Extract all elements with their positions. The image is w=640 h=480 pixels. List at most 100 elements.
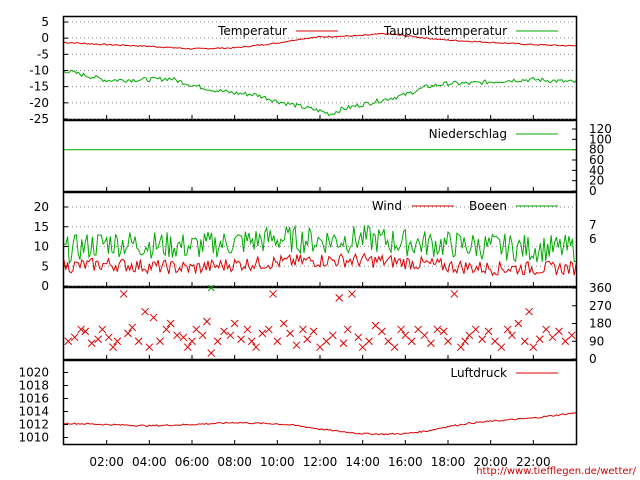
winddir-point (198, 331, 207, 340)
winddir-point (286, 329, 294, 338)
y-tick-label-right: 80 (589, 143, 604, 157)
series-line-wind (63, 252, 577, 277)
winddir-point (149, 313, 158, 322)
y-tick-label: 1014 (18, 405, 49, 419)
winddir-point (220, 327, 228, 336)
winddir-point (328, 331, 337, 340)
winddir-point (87, 339, 96, 348)
winddir-point (134, 337, 143, 346)
winddir-point (339, 339, 348, 348)
winddir-point (471, 325, 480, 334)
winddir-point (535, 335, 544, 344)
winddir-point (188, 337, 196, 346)
winddir-point (384, 337, 393, 346)
winddir-point (70, 333, 79, 342)
winddir-point (292, 341, 301, 350)
winddir-point (508, 331, 516, 340)
series-line-taupunkt (63, 69, 577, 117)
panel-winddir-frame (62, 286, 578, 361)
winddir-point (491, 337, 499, 346)
winddir-point (81, 327, 90, 336)
winddir-point (461, 337, 469, 346)
winddir-point (252, 343, 260, 352)
legend-temperatur-label: Temperatur (217, 24, 287, 38)
y-tick-label-right: 0 (589, 352, 597, 366)
winddir-point (390, 343, 399, 352)
winddir-point (279, 319, 288, 328)
winddir-point (226, 331, 235, 340)
y-tick-label: -5 (37, 47, 49, 61)
footer-url: http://www.tiefflegen.de/wetter/ (476, 466, 636, 477)
winddir-point (213, 337, 222, 346)
y-tick-label: 20 (34, 200, 49, 214)
x-tick-label: 14:00 (345, 455, 380, 469)
x-tick-label: 08:00 (217, 455, 252, 469)
winddir-point (264, 325, 273, 334)
winddir-point (503, 325, 512, 334)
winddir-point (525, 307, 533, 316)
winddir-point (497, 343, 506, 352)
winddir-point (124, 329, 132, 338)
x-tick-label: 04:00 (132, 455, 167, 469)
series-line-luftdruck (63, 411, 577, 436)
x-tick-label: 16:00 (388, 455, 423, 469)
winddir-point (183, 343, 192, 352)
winddir-point (484, 327, 493, 336)
y-tick-label-right: 7 (589, 218, 597, 232)
winddir-point (77, 325, 85, 334)
y-tick-label-right: 270 (589, 299, 612, 313)
y-tick-label: -20 (29, 96, 49, 110)
x-tick-label: 10:00 (260, 455, 295, 469)
y-tick-label: -15 (29, 80, 49, 94)
winddir-point (119, 290, 128, 298)
winddir-point (427, 339, 435, 348)
winddir-point (207, 349, 216, 357)
y-tick-label-right: 360 (589, 281, 612, 295)
winddir-point (309, 327, 318, 336)
winddir-point (192, 325, 201, 334)
legend-boeen-label: Boeen (469, 199, 507, 213)
winddir-point (322, 337, 331, 346)
y-tick-label: 10 (34, 240, 49, 254)
y-tick-label-right: 40 (589, 163, 604, 177)
winddir-point (529, 343, 538, 352)
winddir-point (258, 329, 267, 338)
y-tick-label-right: 60 (589, 153, 604, 167)
winddir-point (230, 319, 239, 328)
y-tick-label: 1012 (18, 418, 49, 432)
winddir-point (303, 335, 312, 344)
winddir-point (269, 290, 277, 298)
y-tick-label-right: 0 (589, 184, 597, 198)
winddir-point (520, 337, 529, 346)
x-tick-label: 02:00 (89, 455, 124, 469)
y-tick-label-right: 100 (589, 132, 612, 146)
winddir-point (358, 343, 367, 352)
winddir-point (179, 333, 188, 342)
winddir-point (555, 327, 563, 336)
winddir-point (247, 337, 256, 346)
winddir-point (407, 337, 416, 346)
winddir-point (478, 335, 486, 344)
x-tick-label: 20:00 (473, 455, 508, 469)
winddir-point (561, 337, 570, 346)
winddir-point (450, 290, 459, 298)
winddir-point (567, 331, 576, 340)
y-tick-label: 1018 (18, 379, 49, 393)
y-tick-label: 0 (41, 279, 49, 293)
y-tick-label: 1010 (18, 431, 49, 445)
winddir-point (420, 331, 429, 340)
winddir-point (365, 337, 373, 346)
winddir-point (94, 335, 102, 344)
winddir-point (299, 325, 307, 334)
legend-taupunkt-label: Taupunkttemperatur (383, 24, 507, 38)
winddir-point (316, 343, 324, 352)
y-tick-label: 1016 (18, 392, 49, 406)
winddir-point (141, 307, 149, 316)
legend-niederschlag-label: Niederschlag (429, 127, 507, 141)
x-tick-label: 06:00 (175, 455, 210, 469)
panel-pressure-frame (62, 359, 578, 446)
y-tick-label-right: 90 (589, 334, 604, 348)
winddir-point (548, 333, 557, 342)
y-tick-label: 0 (41, 31, 49, 45)
